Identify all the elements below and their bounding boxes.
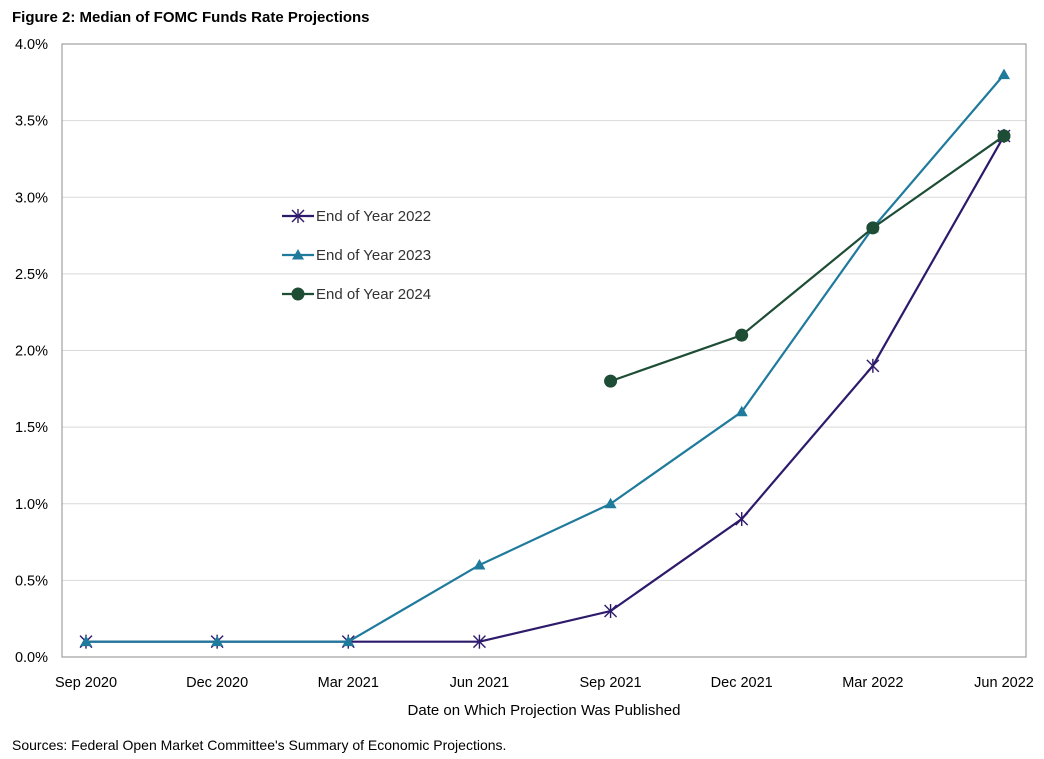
y-tick-label: 0.5%	[15, 573, 48, 589]
data-point	[997, 129, 1011, 143]
data-point	[604, 374, 618, 388]
legend-marker	[291, 209, 305, 223]
data-point	[604, 497, 617, 509]
legend: End of Year 2022 End of Year 2023 End of Y…	[282, 208, 431, 303]
series-line	[86, 73, 1005, 643]
data-point	[735, 328, 749, 342]
series-1	[79, 128, 1011, 649]
x-tick-label: Mar 2021	[318, 675, 379, 691]
series-group	[79, 68, 1011, 649]
x-tick-label: Mar 2022	[842, 675, 903, 691]
legend-entry: End of Year 2022	[282, 208, 431, 225]
series-line	[86, 135, 1005, 643]
y-tick-label: 1.0%	[15, 497, 48, 513]
data-point	[735, 405, 748, 417]
gridlines	[62, 120, 1026, 581]
legend-label: End of Year 2024	[316, 286, 431, 303]
x-axis-title: Date on Which Projection Was Published	[408, 702, 681, 719]
data-point	[866, 221, 880, 235]
x-tick-label: Jun 2021	[450, 675, 510, 691]
x-tick-label: Sep 2021	[580, 675, 642, 691]
x-tick-label: Jun 2022	[974, 675, 1034, 691]
data-point	[80, 635, 92, 647]
y-tick-label: 0.0%	[15, 650, 48, 666]
y-tick-label: 2.5%	[15, 267, 48, 283]
series-2	[80, 68, 1010, 647]
data-point	[998, 68, 1010, 80]
x-tick-label: Dec 2020	[186, 675, 248, 691]
y-axis-ticks: 0.0% 0.5% 1.0% 1.5% 2.0% 2.5% 3.0% 3.5% 4.0%	[15, 37, 48, 666]
y-tick-label: 4.0%	[15, 37, 48, 53]
data-point	[604, 604, 618, 619]
series-line	[610, 135, 1005, 383]
x-axis-ticks: Sep 2020 Dec 2020 Mar 2021 Jun 2021 Sep 2021…	[55, 675, 1034, 691]
legend-marker	[292, 249, 304, 260]
data-point	[735, 512, 749, 527]
chart-title: Figure 2: Median of FOMC Funds Rate Proj…	[12, 9, 370, 26]
data-point	[866, 358, 880, 373]
legend-entry: End of Year 2023	[282, 247, 431, 264]
y-tick-label: 2.0%	[15, 344, 48, 360]
legend-label: End of Year 2023	[316, 247, 431, 264]
data-point	[342, 635, 355, 647]
y-tick-label: 1.5%	[15, 420, 48, 436]
y-tick-label: 3.0%	[15, 190, 48, 206]
legend-label: End of Year 2022	[316, 208, 431, 225]
legend-marker	[291, 287, 305, 301]
data-point	[211, 635, 224, 647]
data-point	[473, 559, 486, 570]
series-3	[604, 129, 1011, 388]
x-tick-label: Dec 2021	[711, 675, 773, 691]
legend-entry: End of Year 2024	[282, 286, 431, 303]
data-point	[472, 634, 486, 649]
x-tick-label: Sep 2020	[55, 675, 117, 691]
source-note: Sources: Federal Open Market Committee's…	[12, 737, 507, 753]
plot-area	[61, 43, 1027, 658]
y-tick-label: 3.5%	[15, 114, 48, 130]
